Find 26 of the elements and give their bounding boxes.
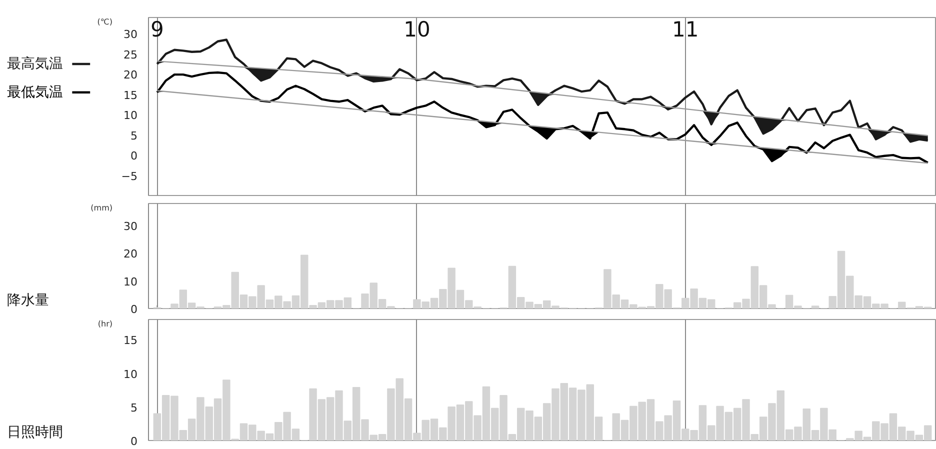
y-tick-label: 30: [124, 220, 138, 234]
y-tick-label: 15: [124, 334, 138, 348]
y-axis-title: (℃): [97, 18, 113, 26]
y-tick-label: 10: [124, 275, 138, 288]
y-tick-label: 25: [124, 48, 138, 62]
text: 降水量: [7, 292, 50, 308]
x-tick-label: 11: [672, 18, 699, 42]
y-tick-label: 5: [130, 129, 138, 142]
y-tick-label: 0: [130, 303, 138, 316]
y-tick-label: 20: [124, 68, 138, 82]
y-tick-label: 0: [130, 150, 138, 163]
y-tick-label: 10: [124, 109, 138, 122]
y-tick-label: 30: [124, 28, 138, 42]
y-tick-label: 0: [130, 435, 138, 448]
legend-label: 最低気温: [7, 84, 64, 100]
x-tick-label: 9: [150, 18, 164, 42]
y-tick-label: 10: [124, 368, 138, 381]
y-tick-label: −5: [121, 170, 138, 183]
legend-label: 最高気温: [7, 56, 64, 72]
y-tick-label: 15: [124, 88, 138, 102]
y-tick-label: 5: [130, 401, 138, 414]
y-axis-title: (hr): [98, 320, 113, 328]
text: 日照時間: [7, 424, 64, 440]
x-tick-label: 10: [404, 18, 430, 42]
y-tick-label: 20: [124, 248, 138, 261]
y-axis-title: (mm): [90, 204, 112, 212]
